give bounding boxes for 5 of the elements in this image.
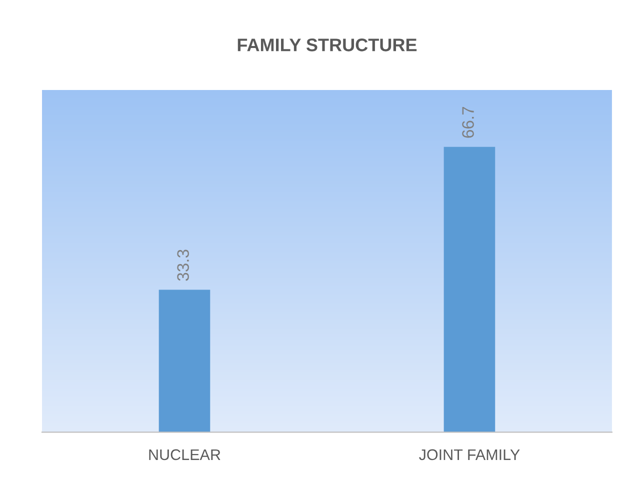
x-tick-label: NUCLEAR: [149, 449, 220, 460]
x-tick-label: JOINT FAMILY: [419, 449, 520, 460]
data-label: 33.3: [177, 250, 189, 281]
data-label: 66.7: [462, 106, 474, 138]
chart-title: FAMILY STRUCTURE: [238, 38, 417, 52]
